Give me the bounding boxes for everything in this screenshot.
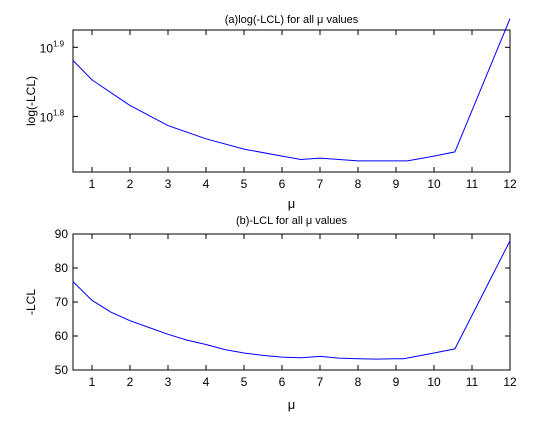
chart-a-xtick-label: 6 — [279, 177, 286, 191]
chart-b-xtick-label: 6 — [279, 375, 286, 389]
chart-b-xtick-label: 10 — [427, 375, 441, 389]
chart-b-series-line — [72, 240, 511, 360]
chart-a-ytick-label: 10 — [40, 111, 54, 125]
chart-b-ytick-label: 90 — [55, 227, 69, 241]
chart-b-ylabel: -LCL — [24, 289, 38, 315]
chart-b-ytick-label: 50 — [55, 363, 69, 377]
chart-a-xlabel: μ — [288, 196, 296, 211]
chart-b-xtick-label: 2 — [127, 375, 134, 389]
chart-a-xtick-label: 12 — [503, 177, 517, 191]
chart-b-xtick-label: 1 — [89, 375, 96, 389]
chart-b-ytick-label: 60 — [55, 329, 69, 343]
chart-a-xtick-label: 11 — [466, 177, 479, 191]
chart-a-xtick-label: 1 — [89, 177, 96, 191]
chart-b-ytick-label: 80 — [55, 261, 69, 275]
chart-b-xtick-label: 5 — [241, 375, 248, 389]
chart-a-xtick-label: 8 — [355, 177, 362, 191]
chart-b-xtick-label: 9 — [393, 375, 400, 389]
chart-a-xtick-label: 4 — [203, 177, 210, 191]
chart-a-ytick-exponent: 1.9 — [53, 39, 65, 48]
chart-b-title: (b)-LCL for all μ values — [236, 215, 348, 227]
chart-b-xtick-label: 7 — [317, 375, 324, 389]
chart-a-ytick-label: 10 — [40, 41, 54, 55]
chart-b-axes-box — [72, 233, 511, 371]
chart-b-xtick-label: 3 — [165, 375, 172, 389]
chart-a-ytick-exponent: 1.8 — [53, 109, 65, 118]
chart-a-xtick-label: 5 — [241, 177, 248, 191]
chart-b-xtick-label: 4 — [203, 375, 210, 389]
chart-a-ylabel: log(-LCL) — [24, 76, 38, 126]
chart-a-xtick-label: 9 — [393, 177, 400, 191]
chart-a-xtick-label: 2 — [127, 177, 134, 191]
chart-a-axes-box — [72, 29, 511, 173]
chart-a-title: (a)log(-LCL) for all μ values — [225, 14, 359, 26]
chart-b-xtick-label: 11 — [466, 375, 479, 389]
chart-b-xtick-label: 12 — [503, 375, 517, 389]
chart-b-ytick-label: 70 — [55, 295, 69, 309]
chart-a-xtick-label: 3 — [165, 177, 172, 191]
chart-a-xtick-label: 7 — [317, 177, 324, 191]
chart-a-xtick-label: 10 — [427, 177, 441, 191]
chart-a-series-line — [72, 18, 511, 162]
chart-a-ytick-base: 10 — [40, 41, 54, 55]
chart-b-xlabel: μ — [288, 397, 296, 412]
chart-b-xtick-label: 8 — [355, 375, 362, 389]
chart-a-ytick-base: 10 — [40, 111, 54, 125]
